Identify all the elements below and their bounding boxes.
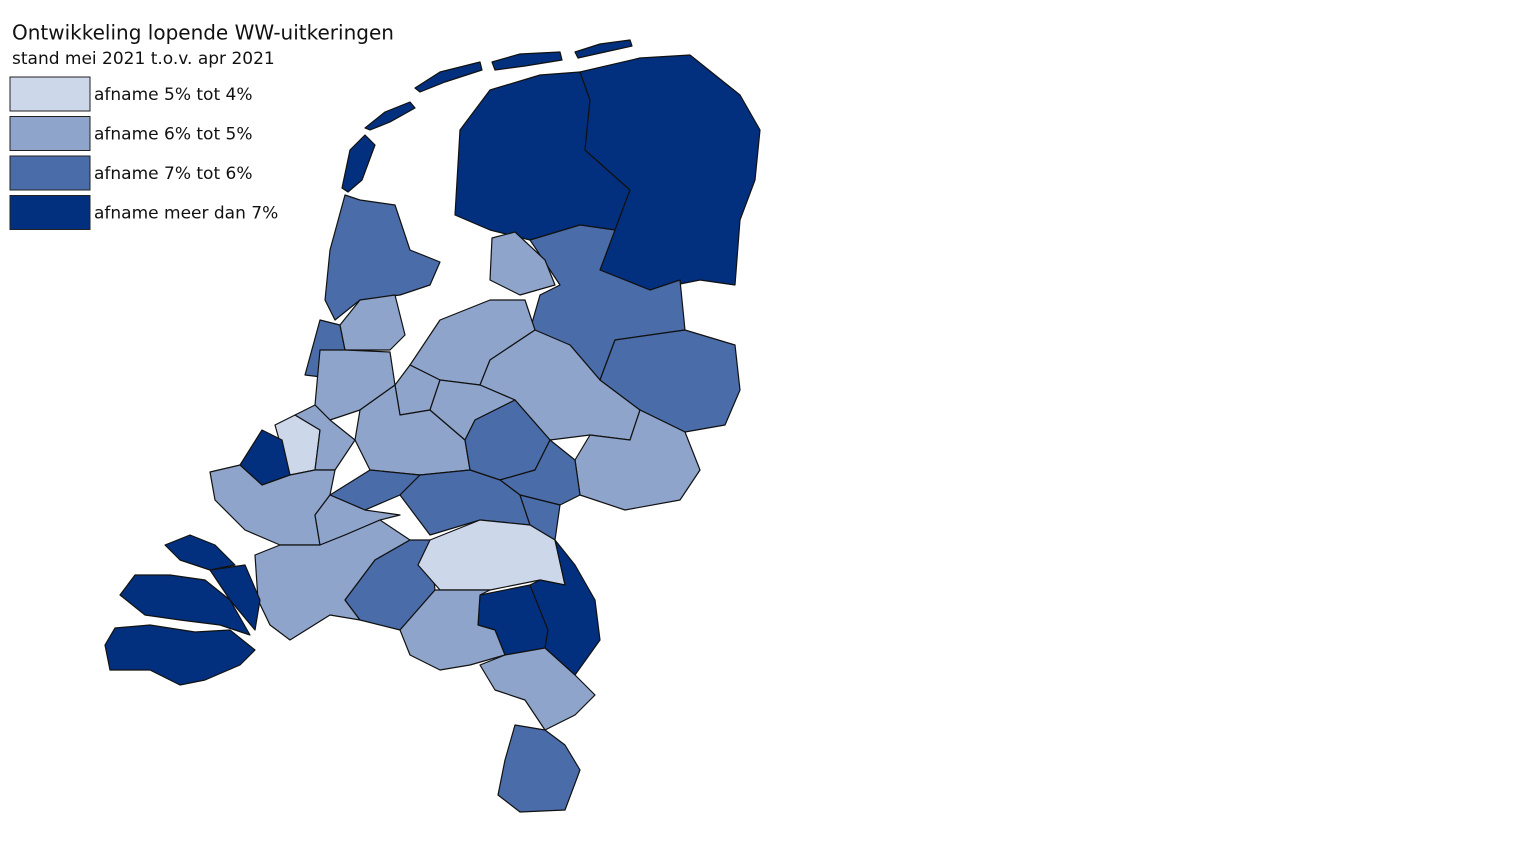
region xyxy=(489,231,556,296)
legend-label: afname 6% tot 5% xyxy=(94,125,253,145)
map xyxy=(104,39,761,813)
region xyxy=(314,349,396,421)
legend-label: afname meer dan 7% xyxy=(94,204,278,224)
legend-swatch xyxy=(9,76,91,112)
legend-label: afname 5% tot 4% xyxy=(94,85,253,105)
legend-label: afname 7% tot 6% xyxy=(94,164,253,184)
region xyxy=(491,51,563,71)
legend-swatch xyxy=(9,195,91,230)
region xyxy=(497,724,581,813)
region xyxy=(479,647,596,731)
map-title: Ontwikkeling lopende WW-uitkeringen xyxy=(12,21,394,45)
region xyxy=(324,194,441,321)
legend-swatch xyxy=(9,155,91,191)
region xyxy=(574,39,633,59)
region xyxy=(294,404,356,471)
legend: afname 5% tot 4% afname 6% tot 5% afname 7… xyxy=(9,76,278,230)
legend-swatch xyxy=(9,116,91,151)
region xyxy=(119,574,251,636)
region xyxy=(341,134,376,193)
region xyxy=(209,564,261,631)
region xyxy=(399,589,506,671)
region xyxy=(414,61,483,93)
region xyxy=(104,624,256,686)
region xyxy=(529,539,601,676)
region xyxy=(164,534,236,571)
region xyxy=(364,101,416,131)
region xyxy=(599,329,741,433)
map-subtitle: stand mei 2021 t.o.v. apr 2021 xyxy=(12,49,275,69)
